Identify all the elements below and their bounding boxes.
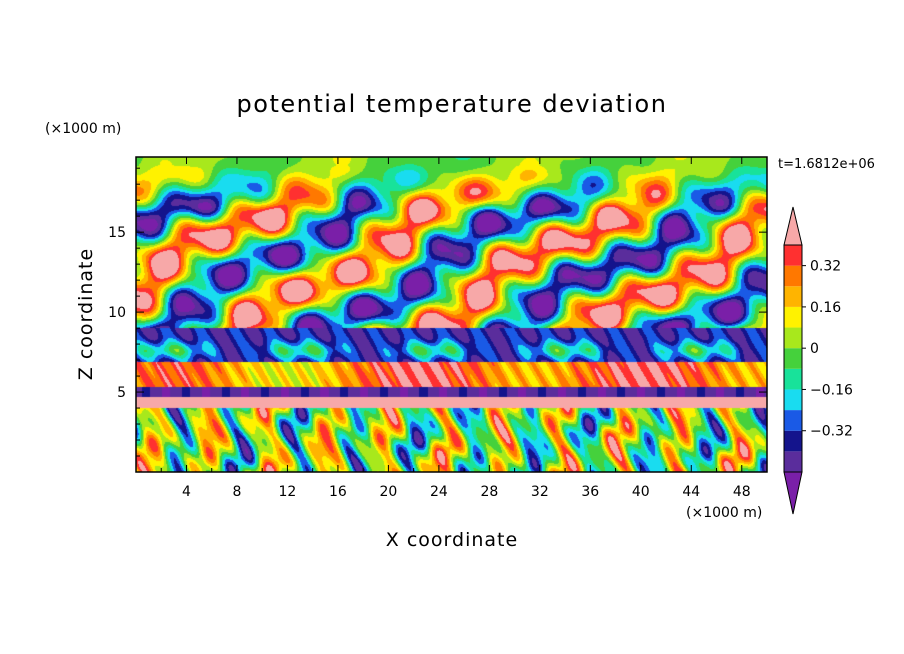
colorbar-segment [784,265,802,287]
colorbar-segment [784,389,802,411]
x-tick-label: 40 [632,484,650,500]
colorbar-segment [784,327,802,349]
colorbar-segment [784,430,802,452]
colorbar-top-arrow [783,206,803,246]
y-axis-label: Z coordinate [75,248,97,380]
x-tick-label: 48 [733,484,751,500]
colorbar-label: 0 [810,341,819,357]
time-label: t=1.6812e+06 [778,157,875,172]
x-tick-label: 4 [182,484,191,500]
colorbar-segment [784,306,802,328]
colorbar-label: −0.32 [810,424,853,440]
x-axis-unit: (×1000 m) [686,505,762,521]
y-axis-unit: (×1000 m) [45,121,121,137]
colorbar-label: 0.32 [810,259,841,275]
plot-frame [135,156,768,473]
x-tick-label: 28 [480,484,498,500]
plot-area [135,156,768,473]
colorbar-segment [784,348,802,369]
y-tick-label: 5 [117,385,126,401]
x-tick-label: 8 [232,484,241,500]
colorbar-label: 0.16 [810,300,841,316]
contour-field [136,157,767,472]
colorbar-label: −0.16 [810,382,853,398]
x-tick-label: 32 [531,484,549,500]
colorbar-segment [784,245,802,266]
x-tick-label: 36 [581,484,599,500]
x-tick-label: 44 [682,484,700,500]
x-axis-label: X coordinate [386,529,518,551]
chart-title: potential temperature deviation [237,90,668,118]
colorbar-segment [784,410,802,431]
x-tick-label: 20 [379,484,397,500]
y-tick-label: 15 [108,225,126,241]
colorbar-bottom-arrow [783,471,803,515]
colorbar-segment [784,451,802,472]
y-axis-ticks: 5 10 15 [108,167,767,457]
x-tick-label: 12 [279,484,297,500]
colorbar-segment [784,368,802,390]
x-tick-label: 24 [430,484,448,500]
y-tick-label: 10 [108,305,126,321]
x-tick-label: 16 [329,484,347,500]
x-axis-ticks: 4 8 12 16 20 24 28 32 36 40 44 48 [160,157,751,500]
colorbar-segment [784,286,802,307]
colorbar: 0.32 0.16 0 −0.16 −0.32 [783,206,853,515]
